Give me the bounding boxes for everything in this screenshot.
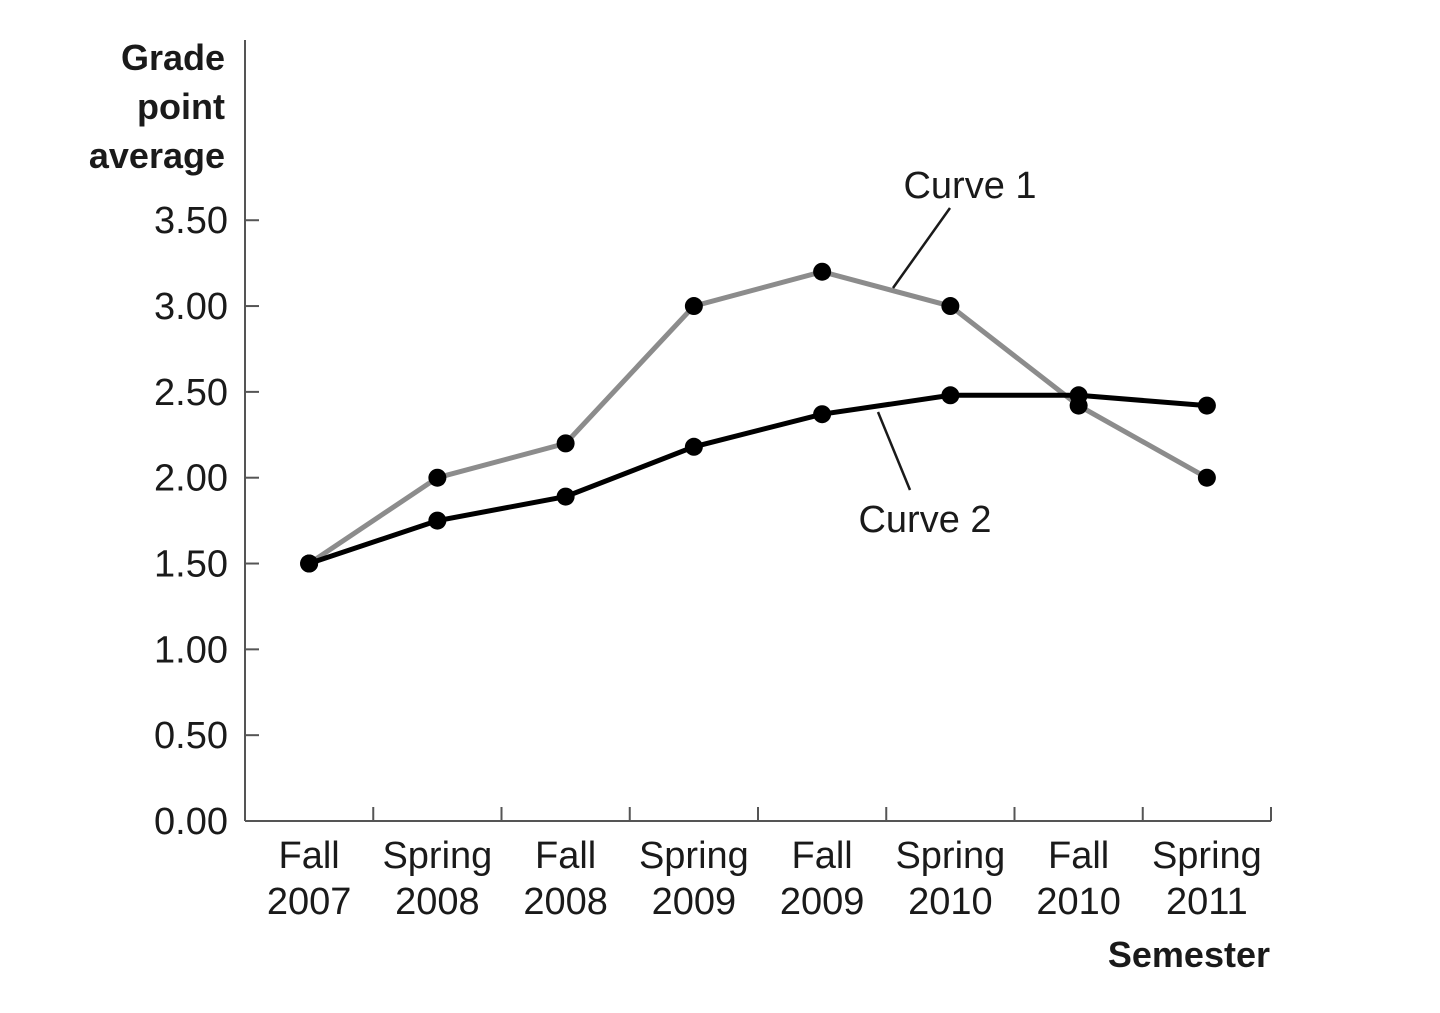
x-tick-label: Spring 2009	[639, 835, 749, 923]
y-tick-label: 1.50	[154, 544, 228, 586]
data-point	[813, 405, 832, 424]
data-point	[941, 297, 960, 316]
series-label: Curve 1	[903, 165, 1036, 207]
x-tick-label: Fall 2010	[1036, 835, 1121, 923]
y-tick-label: 0.50	[154, 715, 228, 757]
x-axis-title: Semester	[1108, 934, 1270, 975]
data-point	[428, 468, 447, 487]
x-tick-label: Fall 2007	[267, 835, 352, 923]
data-point	[684, 437, 703, 456]
x-tick-label: Spring 2011	[1152, 835, 1262, 923]
data-point	[300, 554, 319, 573]
data-point	[813, 262, 832, 281]
data-point	[556, 434, 575, 453]
leader-line	[891, 207, 952, 289]
data-point	[556, 487, 575, 506]
data-point	[1069, 386, 1088, 405]
series-line	[308, 392, 1208, 566]
y-axis-title: Grade point average	[89, 37, 225, 176]
data-point	[1197, 468, 1216, 487]
x-tick-label: Spring 2008	[382, 835, 492, 923]
y-tick-label: 2.50	[154, 372, 228, 414]
y-tick-label: 2.00	[154, 458, 228, 500]
data-point	[941, 386, 960, 405]
y-tick-label: 3.50	[154, 200, 228, 242]
x-tick-label: Fall 2009	[780, 835, 865, 923]
x-tick-label: Spring 2010	[895, 835, 1005, 923]
leader-line	[876, 411, 912, 491]
series-label: Curve 2	[858, 499, 991, 541]
data-point	[684, 297, 703, 316]
y-tick-label: 0.00	[154, 801, 228, 843]
series-line	[307, 269, 1209, 566]
y-tick-label: 3.00	[154, 286, 228, 328]
x-tick-label: Fall 2008	[523, 835, 608, 923]
data-point	[428, 511, 447, 530]
data-point	[1197, 396, 1216, 415]
y-tick-label: 1.00	[154, 629, 228, 671]
